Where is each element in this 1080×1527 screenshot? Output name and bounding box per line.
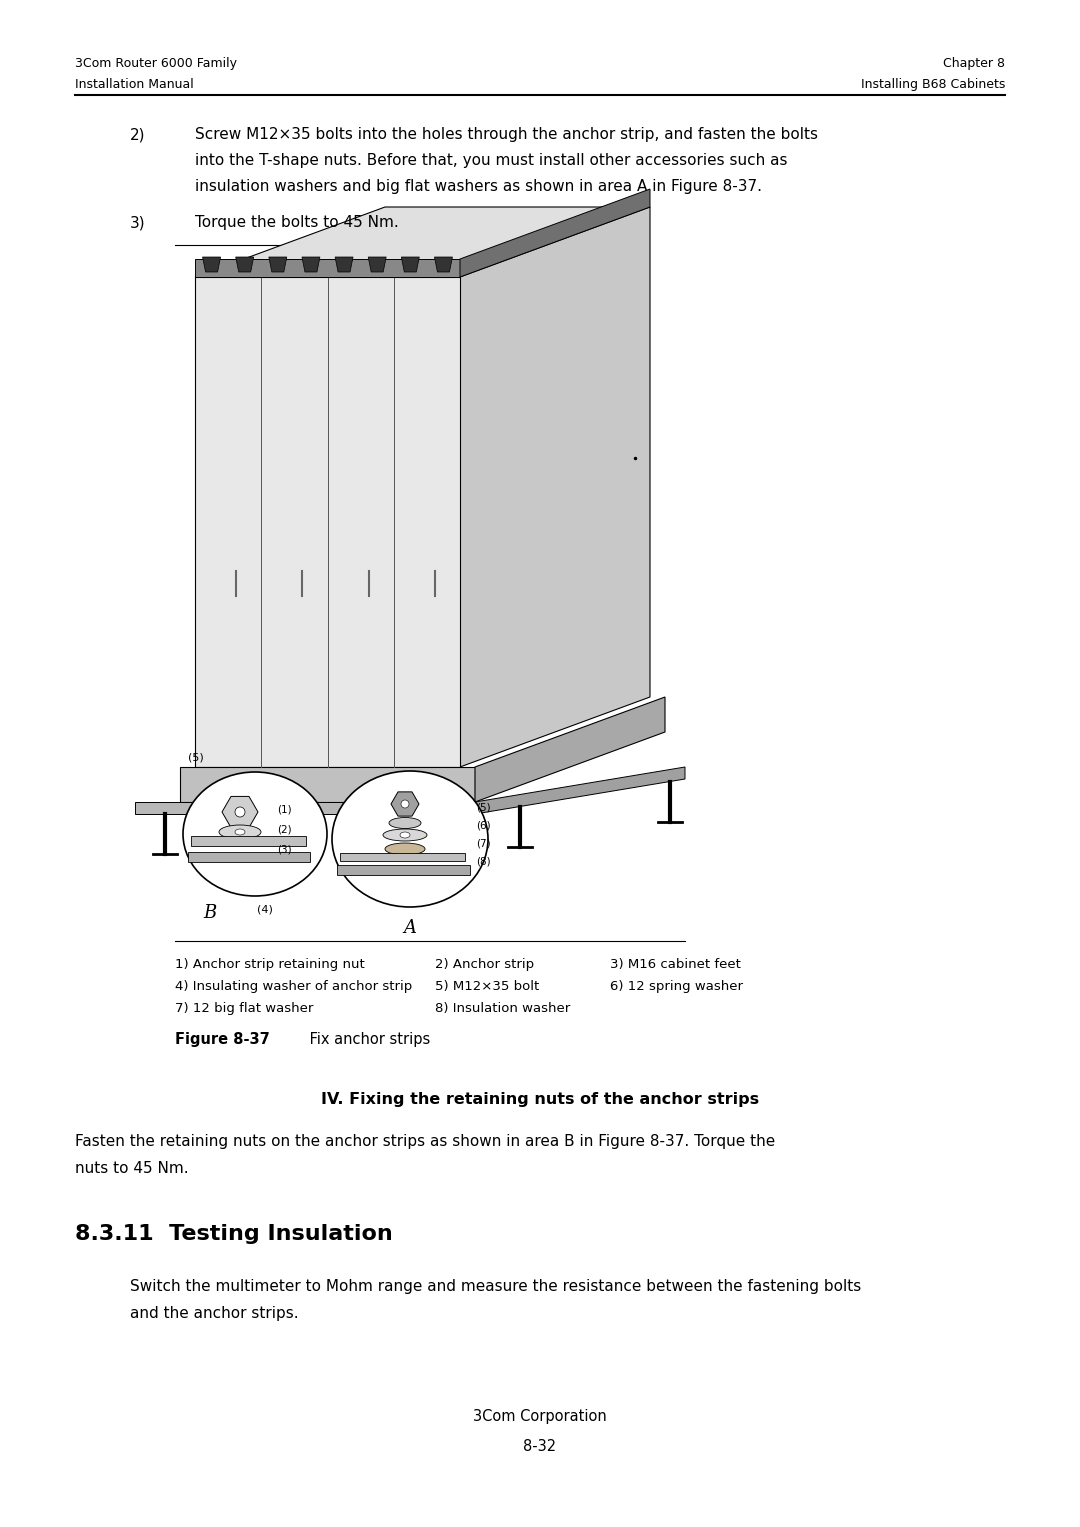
Text: 8.3.11  Testing Insulation: 8.3.11 Testing Insulation — [75, 1225, 393, 1245]
Text: 8-32: 8-32 — [524, 1438, 556, 1454]
Bar — [188, 852, 310, 863]
Ellipse shape — [401, 800, 409, 808]
Text: Chapter 8: Chapter 8 — [943, 56, 1005, 70]
Polygon shape — [402, 257, 419, 272]
Text: 3): 3) — [130, 215, 146, 231]
Bar — [340, 854, 464, 861]
Text: into the T-shape nuts. Before that, you must install other accessories such as: into the T-shape nuts. Before that, you … — [195, 153, 787, 168]
Text: (2): (2) — [276, 825, 292, 834]
Text: (3): (3) — [276, 844, 292, 854]
Text: Screw M12×35 bolts into the holes through the anchor strip, and fasten the bolts: Screw M12×35 bolts into the holes throug… — [195, 127, 818, 142]
Text: and the anchor strips.: and the anchor strips. — [130, 1306, 299, 1321]
Text: 8) Insulation washer: 8) Insulation washer — [435, 1002, 570, 1015]
Text: 6) 12 spring washer: 6) 12 spring washer — [610, 980, 743, 993]
Polygon shape — [235, 257, 254, 272]
Polygon shape — [460, 208, 650, 767]
Text: Fix anchor strips: Fix anchor strips — [305, 1032, 430, 1048]
Ellipse shape — [332, 771, 488, 907]
Ellipse shape — [384, 843, 426, 855]
Text: Fasten the retaining nuts on the anchor strips as shown in area B in Figure 8-37: Fasten the retaining nuts on the anchor … — [75, 1135, 775, 1148]
Polygon shape — [222, 797, 258, 828]
Text: 7) 12 big flat washer: 7) 12 big flat washer — [175, 1002, 313, 1015]
Polygon shape — [475, 767, 685, 814]
Text: Switch the multimeter to Mohm range and measure the resistance between the faste: Switch the multimeter to Mohm range and … — [130, 1280, 861, 1293]
Text: 2): 2) — [130, 127, 146, 142]
Ellipse shape — [219, 825, 261, 838]
Text: 3Com Router 6000 Family: 3Com Router 6000 Family — [75, 56, 237, 70]
Polygon shape — [269, 257, 287, 272]
Ellipse shape — [400, 832, 410, 838]
Text: (8): (8) — [476, 857, 490, 866]
Polygon shape — [195, 208, 650, 276]
Ellipse shape — [183, 773, 327, 896]
Polygon shape — [434, 257, 453, 272]
Bar — [337, 864, 470, 875]
Text: (5): (5) — [188, 751, 204, 762]
Text: Installing B68 Cabinets: Installing B68 Cabinets — [861, 78, 1005, 92]
Text: A: A — [404, 919, 417, 938]
Polygon shape — [195, 276, 460, 767]
Text: B: B — [203, 904, 217, 922]
Text: (7): (7) — [476, 838, 490, 847]
Text: 3Com Corporation: 3Com Corporation — [473, 1409, 607, 1425]
Polygon shape — [135, 802, 475, 814]
Text: Torque the bolts to 45 Nm.: Torque the bolts to 45 Nm. — [195, 215, 399, 231]
Bar — [191, 835, 307, 846]
Text: Installation Manual: Installation Manual — [75, 78, 193, 92]
Text: 2) Anchor strip: 2) Anchor strip — [435, 957, 535, 971]
Text: 5) M12×35 bolt: 5) M12×35 bolt — [435, 980, 539, 993]
Text: 3) M16 cabinet feet: 3) M16 cabinet feet — [610, 957, 741, 971]
Polygon shape — [368, 257, 387, 272]
Polygon shape — [302, 257, 320, 272]
Text: 1) Anchor strip retaining nut: 1) Anchor strip retaining nut — [175, 957, 365, 971]
Polygon shape — [335, 257, 353, 272]
Polygon shape — [203, 257, 220, 272]
Text: Figure 8-37: Figure 8-37 — [175, 1032, 270, 1048]
Ellipse shape — [235, 806, 245, 817]
Polygon shape — [475, 696, 665, 802]
Polygon shape — [195, 260, 460, 276]
Text: nuts to 45 Nm.: nuts to 45 Nm. — [75, 1161, 189, 1176]
Polygon shape — [460, 189, 650, 276]
Text: (5): (5) — [476, 802, 490, 812]
Text: 4) Insulating washer of anchor strip: 4) Insulating washer of anchor strip — [175, 980, 413, 993]
Text: (4): (4) — [257, 904, 273, 915]
Text: insulation washers and big flat washers as shown in area A in Figure 8-37.: insulation washers and big flat washers … — [195, 179, 762, 194]
Polygon shape — [391, 793, 419, 815]
Ellipse shape — [383, 829, 427, 841]
Text: (1): (1) — [276, 805, 292, 814]
Text: (6): (6) — [476, 820, 490, 831]
Polygon shape — [180, 767, 475, 802]
Text: IV. Fixing the retaining nuts of the anchor strips: IV. Fixing the retaining nuts of the anc… — [321, 1092, 759, 1107]
Ellipse shape — [389, 817, 421, 829]
Ellipse shape — [235, 829, 245, 835]
